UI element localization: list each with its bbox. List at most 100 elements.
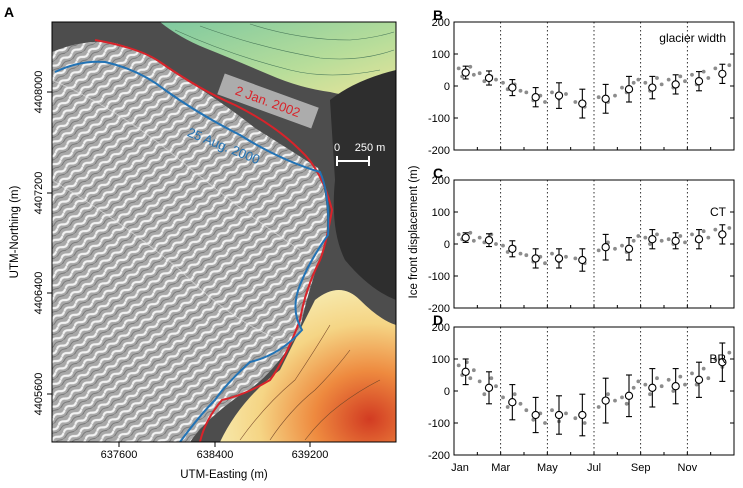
data-point [573, 416, 578, 421]
data-point [543, 421, 547, 425]
data-point [477, 71, 482, 76]
data-point [643, 235, 648, 240]
y-tick-label: -100 [428, 113, 450, 125]
shared-y-label: Ice front displacement (m) [408, 165, 420, 298]
mean-marker [508, 398, 517, 407]
mean-marker [694, 77, 704, 86]
map-panel: A 2 Jan. 2002 [4, 4, 397, 481]
terrain-south [220, 290, 396, 442]
data-point [582, 421, 587, 425]
svg-text:4407200: 4407200 [33, 172, 45, 215]
data-point [727, 350, 732, 355]
data-point [456, 66, 461, 71]
mean-marker [648, 235, 657, 244]
mean-marker [601, 94, 610, 103]
data-point [456, 232, 461, 237]
mean-marker [484, 383, 494, 392]
data-point [678, 234, 683, 238]
data-point [706, 76, 711, 80]
y-tick-label: -100 [428, 271, 450, 283]
month-label: Jan [451, 462, 469, 474]
y-tick-label: 200 [432, 17, 450, 29]
data-point [501, 243, 505, 248]
mean-marker [508, 83, 517, 92]
data-point [573, 256, 578, 261]
map-frame [51, 21, 397, 443]
data-point [643, 80, 648, 85]
data-point [659, 238, 664, 243]
data-point [550, 90, 554, 95]
data-point [573, 100, 578, 104]
data-point [648, 392, 652, 397]
mean-marker [578, 410, 587, 420]
data-point [505, 405, 510, 409]
data-point [543, 100, 547, 104]
y-tick-label: 200 [432, 175, 450, 187]
mean-marker [671, 382, 680, 391]
mean-marker [718, 230, 727, 239]
map-x-label: UTM-Easting (m) [180, 469, 268, 481]
svg-text:638400: 638400 [197, 449, 234, 461]
data-point [706, 376, 711, 381]
y-tick-label: 200 [432, 322, 450, 334]
mean-marker [461, 233, 470, 242]
data-point [678, 374, 683, 379]
month-label: Sep [631, 462, 651, 474]
mean-marker [554, 91, 564, 100]
data-point [620, 395, 624, 400]
data-point [620, 85, 624, 90]
mean-marker [554, 410, 564, 420]
data-point [482, 392, 487, 397]
data-point [501, 395, 505, 400]
data-point [468, 230, 473, 235]
mean-marker [508, 244, 517, 253]
data-point [631, 385, 636, 390]
data-point [655, 76, 659, 80]
data-point [683, 240, 687, 245]
rock-east [330, 70, 396, 300]
data-point [494, 77, 498, 82]
panel-frame [453, 21, 735, 151]
data-point [501, 80, 505, 85]
data-point [477, 379, 482, 384]
data-point [596, 405, 601, 409]
data-point [471, 72, 476, 77]
data-point [631, 80, 636, 85]
data-point [701, 69, 706, 74]
data-point [683, 382, 687, 387]
glacier-ice [52, 41, 327, 442]
mean-marker [554, 254, 564, 263]
data-point [512, 392, 517, 397]
data-point [643, 382, 648, 387]
data-point [494, 242, 498, 246]
data-point [690, 72, 694, 77]
data-point [524, 253, 529, 258]
y-tick-label: 0 [444, 81, 450, 93]
panel-letter-c: C [433, 165, 443, 181]
data-point [494, 384, 498, 389]
mean-marker [718, 69, 727, 78]
data-point [678, 74, 683, 79]
svg-text:637600: 637600 [101, 449, 138, 461]
data-point [550, 408, 554, 413]
map-x-ticks: 637600 638400 639200 [101, 442, 328, 461]
data-point [456, 363, 461, 368]
month-label: Nov [678, 462, 698, 474]
data-point [613, 246, 617, 251]
data-point [471, 238, 476, 243]
data-point [727, 63, 732, 68]
data-point [524, 408, 529, 413]
data-point [550, 251, 554, 256]
data-point [596, 248, 601, 253]
mean-marker [461, 68, 470, 77]
svg-text:4408000: 4408000 [33, 71, 45, 114]
y-tick-label: -100 [428, 418, 450, 430]
data-point [564, 254, 568, 259]
y-tick-label: 100 [432, 49, 450, 61]
svg-text:4406400: 4406400 [33, 272, 45, 315]
mean-marker [578, 99, 587, 108]
